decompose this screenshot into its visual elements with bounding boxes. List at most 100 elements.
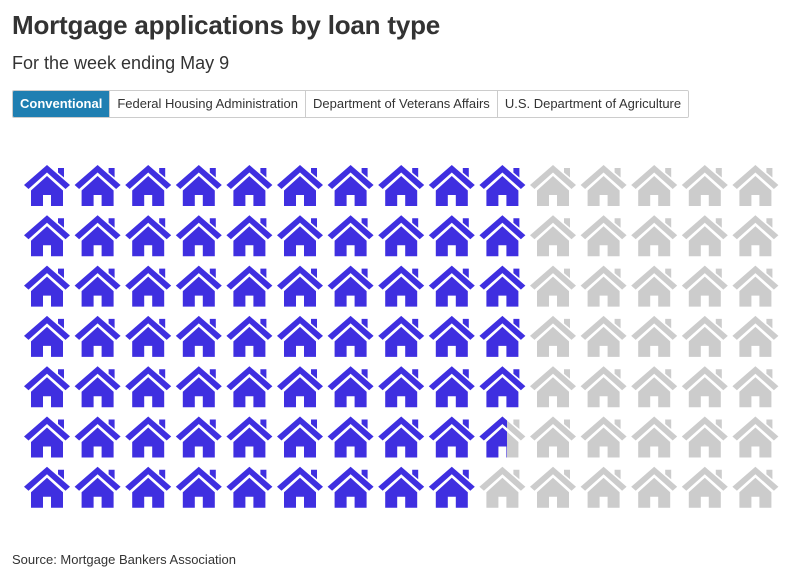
house-icon	[378, 315, 425, 357]
house-icon	[125, 366, 172, 408]
house-icon	[428, 466, 475, 508]
house-icon	[277, 366, 323, 408]
house-icon	[327, 165, 374, 206]
house-icon	[175, 215, 222, 257]
chart-title: Mortgage applications by loan type	[12, 10, 441, 40]
house-icon	[277, 165, 323, 206]
house-icon	[378, 215, 425, 257]
house-icon	[681, 466, 728, 508]
house-icon	[24, 215, 70, 257]
house-icon	[631, 265, 678, 307]
house-icon	[226, 215, 273, 257]
house-icon	[125, 215, 172, 257]
house-icon	[530, 215, 576, 257]
house-icon	[681, 315, 728, 357]
tab-department-of-veterans-affairs[interactable]: Department of Veterans Affairs	[305, 91, 497, 117]
house-icon	[74, 215, 121, 257]
house-icon	[580, 265, 627, 307]
source-note: Source: Mortgage Bankers Association	[12, 552, 237, 567]
house-icon	[681, 165, 728, 206]
house-icon	[175, 366, 222, 408]
house-icon	[226, 165, 273, 206]
tab-federal-housing-administration[interactable]: Federal Housing Administration	[109, 91, 305, 117]
house-icon	[125, 466, 172, 508]
house-icon	[277, 265, 323, 307]
house-icon	[327, 416, 374, 458]
house-icon	[732, 215, 779, 257]
house-icon	[378, 265, 425, 307]
house-icon	[530, 315, 576, 357]
tab-conventional[interactable]: Conventional	[13, 91, 110, 117]
house-icon	[125, 416, 172, 458]
house-icon	[428, 265, 475, 307]
house-icon	[24, 416, 70, 458]
house-icon	[580, 366, 627, 408]
house-icon	[631, 466, 678, 508]
house-icon	[226, 466, 273, 508]
house-icon	[125, 315, 172, 357]
loan-type-tabs: Conventional Federal Housing Administrat…	[12, 90, 690, 118]
house-icon	[479, 165, 526, 206]
house-icon	[681, 215, 728, 257]
chart-subtitle: For the week ending May 9	[12, 53, 230, 73]
house-icon	[530, 466, 576, 508]
house-icon	[24, 366, 70, 408]
house-icon	[175, 466, 222, 508]
house-icon	[428, 366, 475, 408]
house-icon	[428, 215, 475, 257]
house-icon	[74, 265, 121, 307]
house-icon	[479, 265, 526, 307]
house-icon	[125, 265, 172, 307]
house-icon	[631, 366, 678, 408]
house-icon	[479, 366, 526, 408]
house-icon	[74, 466, 121, 508]
house-icon	[479, 215, 526, 257]
house-icon	[631, 215, 678, 257]
house-icon	[681, 265, 728, 307]
house-icon	[580, 416, 627, 458]
house-icon	[327, 265, 374, 307]
house-icon	[580, 466, 627, 508]
house-icon	[277, 466, 323, 508]
house-icon	[580, 315, 627, 357]
house-icon	[327, 215, 374, 257]
house-icon	[226, 265, 273, 307]
house-icon	[226, 315, 273, 357]
house-icon	[74, 416, 121, 458]
house-icon	[530, 265, 576, 307]
house-icon	[479, 466, 526, 508]
house-icon	[530, 366, 576, 408]
house-icon	[530, 416, 576, 458]
house-icon	[732, 165, 779, 206]
house-icon	[24, 265, 70, 307]
house-icon	[74, 165, 121, 206]
house-icon	[175, 315, 222, 357]
house-icon	[631, 165, 678, 206]
house-icon	[479, 315, 526, 357]
house-icon	[681, 416, 728, 458]
house-icon	[24, 315, 70, 357]
house-icon	[378, 416, 425, 458]
house-icon	[631, 416, 678, 458]
house-icon	[378, 366, 425, 408]
house-icon	[580, 165, 627, 206]
house-icon	[732, 366, 779, 408]
house-icon	[226, 366, 273, 408]
house-icon	[327, 466, 374, 508]
house-icon	[74, 366, 121, 408]
house-icon	[479, 416, 526, 458]
house-icon	[277, 215, 323, 257]
house-icon	[530, 165, 576, 206]
house-icon	[175, 165, 222, 206]
house-icon	[631, 315, 678, 357]
house-icon	[732, 466, 779, 508]
house-icon	[24, 165, 70, 206]
house-icon	[428, 315, 475, 357]
house-icon	[327, 315, 374, 357]
house-icon	[226, 416, 273, 458]
house-icon	[125, 165, 172, 206]
house-icon	[681, 366, 728, 408]
tab-us-department-of-agriculture[interactable]: U.S. Department of Agriculture	[496, 91, 689, 117]
house-icon	[24, 466, 70, 508]
